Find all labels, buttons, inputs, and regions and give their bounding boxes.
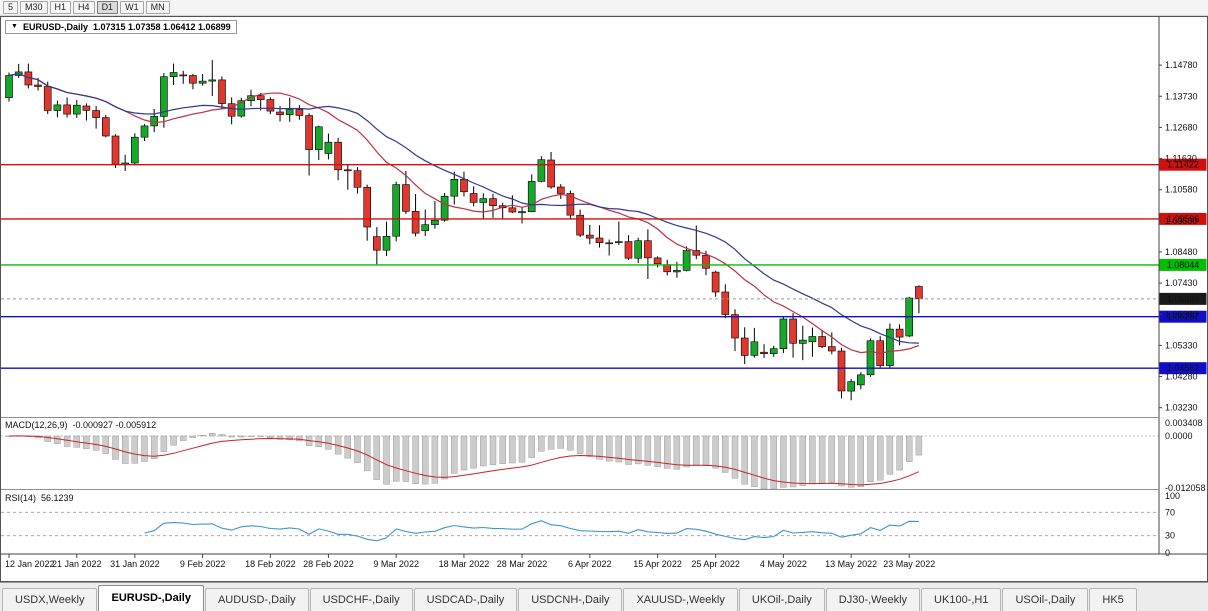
chart-tab-dj30-weekly[interactable]: DJ30-,Weekly bbox=[825, 588, 921, 611]
chart-tab-usoil-daily[interactable]: USOil-,Daily bbox=[1002, 588, 1089, 611]
macd-name: MACD(12,26,9) bbox=[5, 420, 68, 430]
svg-text:12 Jan 2022: 12 Jan 2022 bbox=[5, 559, 55, 569]
price-axis[interactable] bbox=[1159, 17, 1207, 554]
svg-text:9 Feb 2022: 9 Feb 2022 bbox=[180, 559, 226, 569]
svg-text:1.06380: 1.06380 bbox=[1165, 309, 1198, 319]
svg-text:30: 30 bbox=[1165, 531, 1175, 541]
chart-tab-usdcnh-daily[interactable]: USDCNH-,Daily bbox=[518, 588, 623, 611]
svg-text:15 Apr 2022: 15 Apr 2022 bbox=[633, 559, 682, 569]
svg-text:4 May 2022: 4 May 2022 bbox=[760, 559, 807, 569]
svg-text:1.08044: 1.08044 bbox=[1167, 260, 1200, 270]
timeframe-button-5[interactable]: 5 bbox=[3, 1, 19, 14]
timeframe-button-w1[interactable]: W1 bbox=[120, 1, 144, 14]
chart-tabs-bar: USDX,Weekly EURUSD-,Daily AUDUSD-,Daily USD… bbox=[0, 582, 1208, 611]
timeframe-button-m30[interactable]: M30 bbox=[20, 1, 48, 14]
chart-tab-eurusd-daily[interactable]: EURUSD-,Daily bbox=[98, 585, 204, 611]
svg-text:1.08480: 1.08480 bbox=[1165, 247, 1198, 257]
svg-text:1.04562: 1.04562 bbox=[1167, 363, 1200, 373]
svg-text:70: 70 bbox=[1165, 507, 1175, 517]
chart-tab-hk5[interactable]: HK5 bbox=[1089, 588, 1137, 611]
rsi-indicator-label: RSI(14) 56.1239 bbox=[5, 493, 74, 503]
chart-symbol-label: EURUSD-,Daily bbox=[22, 22, 88, 32]
svg-text:1.06297: 1.06297 bbox=[1167, 312, 1200, 322]
timeframe-toolbar: 5 M30 H1 H4 D1 W1 MN bbox=[0, 0, 1208, 16]
svg-text:1.14780: 1.14780 bbox=[1165, 60, 1198, 70]
svg-text:28 Feb 2022: 28 Feb 2022 bbox=[303, 559, 354, 569]
chart-ohlc-values: 1.07315 1.07358 1.06412 1.06899 bbox=[92, 22, 231, 32]
svg-text:25 Apr 2022: 25 Apr 2022 bbox=[691, 559, 740, 569]
svg-text:31 Jan 2022: 31 Jan 2022 bbox=[110, 559, 160, 569]
moving-averages-layer bbox=[8, 73, 920, 354]
svg-text:28 Mar 2022: 28 Mar 2022 bbox=[497, 559, 548, 569]
chart-title-box[interactable]: ▼ EURUSD-,Daily 1.07315 1.07358 1.06412 … bbox=[5, 20, 237, 34]
timeframe-button-h1[interactable]: H1 bbox=[49, 1, 72, 14]
svg-text:1.03230: 1.03230 bbox=[1165, 403, 1198, 413]
rsi-name: RSI(14) bbox=[5, 493, 37, 503]
macd-values: -0.000927 -0.005912 bbox=[72, 420, 157, 430]
pane-separator-rsi[interactable] bbox=[1, 489, 1159, 493]
macd-indicator-label: MACD(12,26,9) -0.000927 -0.005912 bbox=[5, 420, 156, 430]
collapse-triangle-icon: ▼ bbox=[11, 23, 18, 30]
svg-text:0.0000: 0.0000 bbox=[1165, 431, 1193, 441]
svg-text:6 Apr 2022: 6 Apr 2022 bbox=[568, 559, 612, 569]
rsi-value: 56.1239 bbox=[41, 493, 74, 503]
timeframe-button-h4[interactable]: H4 bbox=[73, 1, 95, 14]
svg-text:1.11630: 1.11630 bbox=[1165, 154, 1197, 164]
svg-text:23 May 2022: 23 May 2022 bbox=[883, 559, 935, 569]
svg-text:18 Mar 2022: 18 Mar 2022 bbox=[439, 559, 490, 569]
svg-text:1.10580: 1.10580 bbox=[1165, 185, 1198, 195]
rsi-pane: 100 70 30 0 bbox=[1, 491, 1180, 558]
chart-canvas[interactable]: 1.11422 1.09596 1.08044 1.06297 1.04562 1.068… bbox=[1, 17, 1207, 581]
chart-tab-usdcad-daily[interactable]: USDCAD-,Daily bbox=[413, 588, 518, 611]
svg-text:21 Jan 2022: 21 Jan 2022 bbox=[52, 559, 102, 569]
chart-tab-ukoil-daily[interactable]: UKOil-,Daily bbox=[738, 588, 825, 611]
hlines-layer: 1.11422 1.09596 1.08044 1.06297 1.04562 1.068… bbox=[1, 158, 1207, 375]
svg-text:1.13730: 1.13730 bbox=[1165, 91, 1198, 101]
svg-text:1.12680: 1.12680 bbox=[1165, 122, 1198, 132]
svg-text:100: 100 bbox=[1165, 491, 1180, 501]
candles-layer bbox=[5, 60, 923, 401]
svg-text:1.06899: 1.06899 bbox=[1167, 294, 1200, 304]
svg-text:18 Feb 2022: 18 Feb 2022 bbox=[245, 559, 296, 569]
timeframe-button-d1[interactable]: D1 bbox=[96, 1, 119, 14]
chart-tab-xauusd-weekly[interactable]: XAUUSD-,Weekly bbox=[623, 588, 738, 611]
chart-tab-usdx-weekly[interactable]: USDX,Weekly bbox=[2, 588, 98, 611]
timeframe-button-mn[interactable]: MN bbox=[145, 1, 170, 14]
chart-window: 1.11422 1.09596 1.08044 1.06297 1.04562 1.068… bbox=[0, 16, 1208, 582]
svg-text:1.07430: 1.07430 bbox=[1165, 278, 1198, 288]
svg-text:1.11422: 1.11422 bbox=[1167, 160, 1199, 170]
chart-tab-audusd-daily[interactable]: AUDUSD-,Daily bbox=[204, 588, 309, 611]
svg-text:1.04280: 1.04280 bbox=[1165, 372, 1198, 382]
chart-tab-uk100-h1[interactable]: UK100-,H1 bbox=[921, 588, 1002, 611]
price-axis-labels: 1.14780 1.13730 1.12680 1.11630 1.10580 1.095… bbox=[1158, 17, 1198, 554]
svg-text:1.05330: 1.05330 bbox=[1165, 340, 1198, 350]
svg-text:-0.012058: -0.012058 bbox=[1165, 483, 1206, 493]
svg-text:1.09530: 1.09530 bbox=[1165, 216, 1198, 226]
macd-pane: 0.003408 0.0000 -0.012058 bbox=[1, 418, 1206, 493]
svg-text:0: 0 bbox=[1165, 548, 1170, 558]
svg-text:1.09596: 1.09596 bbox=[1167, 214, 1200, 224]
chart-tab-usdchf-daily[interactable]: USDCHF-,Daily bbox=[309, 588, 413, 611]
svg-text:13 May 2022: 13 May 2022 bbox=[825, 559, 877, 569]
svg-text:0.003408: 0.003408 bbox=[1165, 418, 1203, 428]
time-axis[interactable] bbox=[1, 554, 1159, 581]
svg-text:9 Mar 2022: 9 Mar 2022 bbox=[373, 559, 419, 569]
pane-separator-macd[interactable] bbox=[1, 417, 1159, 421]
